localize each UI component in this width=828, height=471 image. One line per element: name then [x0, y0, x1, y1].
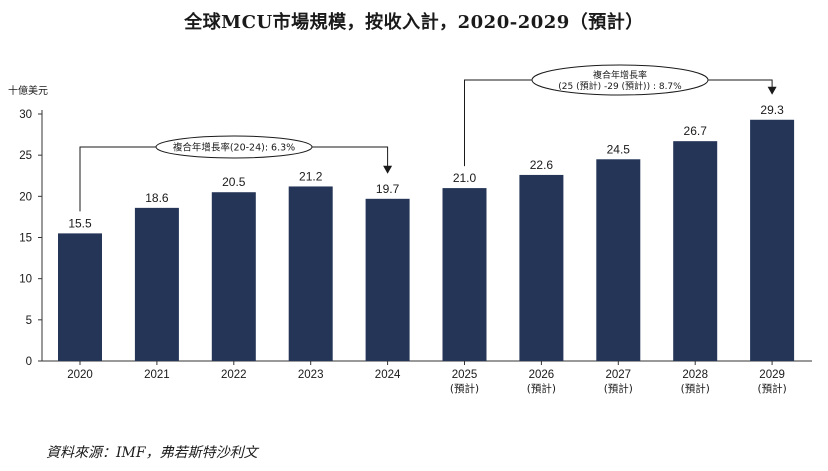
x-tick-label-2021: 2021 [144, 369, 170, 381]
bar-2028 [673, 141, 718, 361]
cagr-arrowhead [383, 165, 393, 174]
x-tick-label-2022: 2022 [221, 369, 247, 381]
bar-2024 [365, 198, 410, 361]
bar-2023 [288, 186, 333, 361]
x-tick-label-2020: 2020 [67, 369, 93, 381]
bar-2022 [211, 192, 256, 361]
y-tick-label: 5 [26, 315, 32, 327]
bar-2020 [58, 233, 102, 361]
x-tick-label-2027: 2027 [606, 369, 632, 381]
x-tick-label-2029: 2029 [759, 369, 785, 381]
x-tick-note-2026: (預計) [527, 382, 556, 395]
cagr-callout-oval [531, 64, 709, 96]
value-label-2021: 18.6 [145, 191, 169, 205]
value-label-2029: 29.3 [760, 103, 784, 117]
bar-2025 [442, 188, 487, 361]
value-label-2026: 22.6 [530, 158, 554, 172]
bar-2021 [134, 207, 179, 361]
y-tick-label: 10 [19, 274, 32, 286]
value-label-2027: 24.5 [607, 142, 631, 156]
y-tick-label: 30 [19, 109, 32, 121]
cagr-callout-text: 複合年增長率 [593, 69, 647, 81]
cagr-callout-oval [155, 135, 313, 159]
y-axis-unit-label: 十億美元 [8, 84, 48, 97]
x-tick-label-2025: 2025 [452, 369, 478, 381]
value-label-2024: 19.7 [376, 182, 400, 196]
y-tick-label: 15 [19, 233, 32, 245]
bar-2027 [596, 159, 641, 361]
x-tick-label-2023: 2023 [298, 369, 324, 381]
value-label-2028: 26.7 [684, 124, 708, 138]
cagr-callout-text: (25 (預計) -29 (預計)) : 8.7% [558, 80, 682, 92]
x-tick-label-2024: 2024 [375, 369, 401, 381]
x-tick-note-2027: (預計) [604, 382, 633, 395]
bar-2029 [750, 119, 795, 361]
value-label-2023: 21.2 [299, 169, 323, 183]
y-tick-label: 0 [26, 356, 32, 368]
x-tick-label-2026: 2026 [529, 369, 555, 381]
bar-2026 [519, 174, 564, 361]
x-tick-label-2028: 2028 [682, 369, 708, 381]
source-note: 資料來源：IMF，弗若斯特沙利文 [46, 445, 258, 461]
x-tick-note-2025: (預計) [450, 382, 479, 395]
chart-title: 全球MCU市場規模，按收入計，2020-2029（預計） [184, 12, 644, 33]
value-label-2022: 20.5 [222, 175, 246, 189]
y-tick-label: 25 [19, 150, 32, 162]
y-tick-label: 20 [19, 191, 32, 203]
value-label-2020: 15.5 [68, 216, 92, 230]
x-tick-note-2028: (預計) [681, 382, 710, 395]
cagr-arrowhead [767, 86, 777, 95]
cagr-callout-text: 複合年增長率(20-24): 6.3% [173, 142, 295, 154]
x-tick-note-2029: (預計) [757, 382, 786, 395]
value-label-2025: 21.0 [453, 171, 477, 185]
